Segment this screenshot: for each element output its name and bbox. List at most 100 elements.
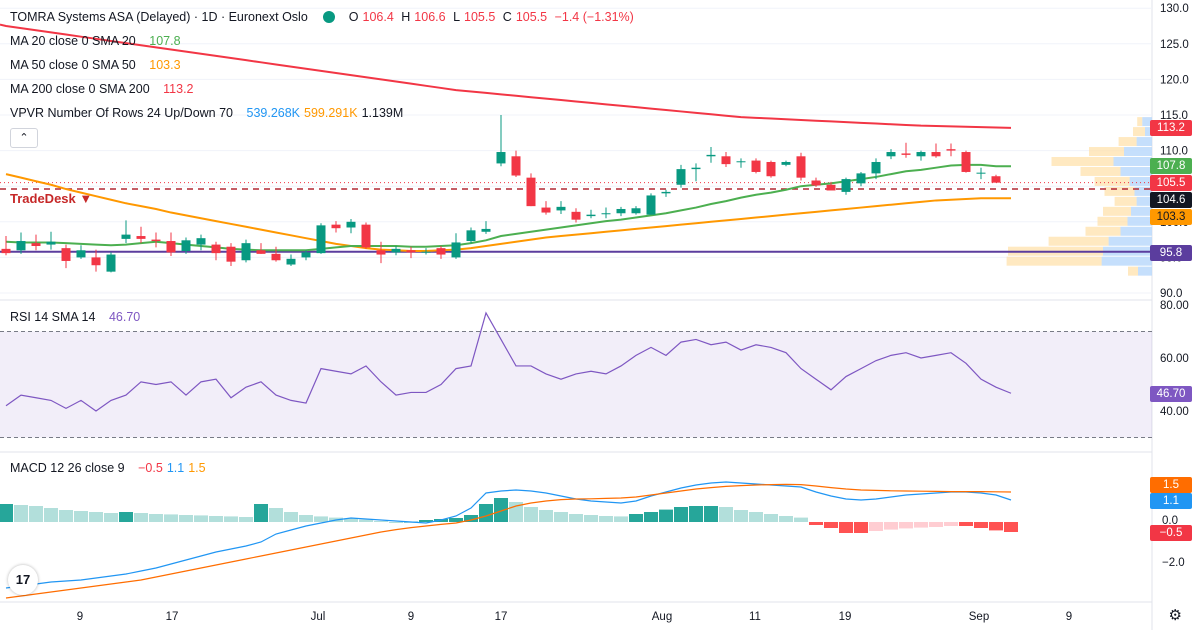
macd-hist-bar <box>944 522 958 526</box>
candle-body <box>646 195 656 215</box>
candle-body <box>136 236 146 239</box>
macd-hist-bar <box>599 516 613 522</box>
macd-legend[interactable]: MACD 12 26 close 9 −0.5 1.1 1.5 <box>10 461 210 475</box>
macd-hist-bar <box>464 515 478 522</box>
macd-hist-bar <box>299 515 313 522</box>
price-axis-label: 90.0 <box>1160 288 1182 300</box>
macd-hist-bar <box>149 514 163 522</box>
macd-hist-bar <box>869 522 883 531</box>
candle-body <box>166 241 176 253</box>
candle-body <box>256 250 266 254</box>
tradedesk-label[interactable]: TradeDesk ▼ <box>10 191 92 206</box>
price-axis-label: 120.0 <box>1160 74 1189 86</box>
candle-body <box>496 152 506 164</box>
time-axis-label: 9 <box>1066 611 1072 623</box>
macd-hist-bar <box>284 512 298 522</box>
vpvr-down-bar <box>1103 206 1131 216</box>
vpvr-down-bar <box>1051 156 1114 166</box>
ma50-price-tag: 103.3 <box>1150 209 1192 225</box>
macd-hist-bar <box>539 510 553 522</box>
price-axis-label: 115.0 <box>1160 110 1188 122</box>
candle-body <box>601 213 611 215</box>
ma200-label: MA 200 close 0 SMA 200 <box>10 82 150 96</box>
ohlc-open: 106.4 <box>362 10 394 24</box>
ma50-line <box>5 173 1011 252</box>
macd-hist-bar <box>494 498 508 522</box>
macd-hist-bar <box>374 521 388 522</box>
last-price-tag: 105.5 <box>1150 175 1192 191</box>
candle-body <box>826 184 836 191</box>
macd-hist-bar <box>824 522 838 528</box>
macd-hist-bar <box>644 512 658 522</box>
rsi-value: 46.70 <box>108 310 141 324</box>
vpvr-up-bar <box>1142 117 1152 127</box>
vpvr-down-bar <box>1085 226 1121 236</box>
ma20-legend[interactable]: MA 20 close 0 SMA 20 107.8 <box>10 34 185 48</box>
ma200-legend[interactable]: MA 200 close 0 SMA 200 113.2 <box>10 82 198 96</box>
macd-hist-value: −0.5 <box>138 461 163 475</box>
time-axis-label: 19 <box>839 611 852 623</box>
candle-body <box>181 240 191 251</box>
candle-body <box>721 156 731 165</box>
symbol-title[interactable]: TOMRA Systems ASA (Delayed) · 1D · Euron… <box>10 10 308 24</box>
macd-line <box>5 481 1012 589</box>
vpvr-up-bar <box>1108 236 1152 246</box>
ohlc-l-label: L <box>453 10 461 24</box>
rsi-legend[interactable]: RSI 14 SMA 14 46.70 <box>10 310 144 324</box>
macd-hist-bar <box>704 506 718 522</box>
macd-zero-label: 0.0 <box>1162 515 1178 527</box>
price-axis-label: 125.0 <box>1160 39 1189 51</box>
ma200-line <box>0 23 1012 129</box>
candle-body <box>961 152 971 172</box>
vpvr-up-bar <box>1134 186 1152 196</box>
candle-body <box>211 244 221 254</box>
macd-hist-bar <box>974 522 988 528</box>
candle-body <box>436 248 446 255</box>
macd-hist-bar <box>269 508 283 522</box>
time-axis-label: Jul <box>311 611 326 623</box>
candle-body <box>331 224 341 229</box>
vpvr-down-bar <box>1133 127 1145 137</box>
macd-hist-bar <box>44 508 58 522</box>
candle-body <box>901 153 911 155</box>
macd-hist-bar <box>1004 522 1018 532</box>
macd-hist-bar <box>389 522 403 523</box>
macd-hist-bar <box>659 509 673 522</box>
ma20-price-tag: 107.8 <box>1150 158 1192 174</box>
dashed-level-tag: 104.6 <box>1150 192 1192 208</box>
ohlc-o-label: O <box>348 10 359 24</box>
candle-body <box>796 156 806 178</box>
macd-hist-bar <box>914 522 928 528</box>
candle-body <box>406 250 416 253</box>
tradingview-logo[interactable]: 17 <box>8 565 38 595</box>
ma50-legend[interactable]: MA 50 close 0 SMA 50 103.3 <box>10 58 185 72</box>
candle-body <box>631 208 641 214</box>
candle-body <box>871 161 881 174</box>
vpvr-down-bar <box>1128 266 1138 276</box>
vpvr-up-bar <box>1145 127 1152 137</box>
vpvr-up-bar <box>1127 216 1152 226</box>
vpvr-legend[interactable]: VPVR Number Of Rows 24 Up/Down 70 539.26… <box>10 106 407 120</box>
candle-body <box>766 161 776 177</box>
rsi-line <box>5 311 1012 412</box>
ohlc-high: 106.6 <box>414 10 446 24</box>
rsi-band <box>0 331 1152 438</box>
macd-hist-bar <box>779 516 793 522</box>
candle-body <box>841 179 851 192</box>
macd-hist-bar <box>554 512 568 522</box>
collapse-legend-button[interactable]: ⌃ <box>10 128 38 148</box>
ohlc-change: −1.4 (−1.31%) <box>554 10 634 24</box>
macd-hist-bar <box>614 516 628 522</box>
vpvr-down-bar <box>1006 256 1102 266</box>
macd-hist-bar <box>224 516 238 522</box>
time-axis-label: 9 <box>408 611 414 623</box>
macd-hist-bar <box>89 512 103 522</box>
macd-hist-bar <box>164 514 178 522</box>
time-axis-label: Sep <box>969 611 989 623</box>
macd-label: MACD 12 26 close 9 <box>10 461 125 475</box>
macd-hist-bar <box>449 518 463 522</box>
macd-hist-tag: −0.5 <box>1150 525 1192 541</box>
vpvr-up-bar <box>1138 266 1152 276</box>
gear-icon[interactable]: ⚙ <box>1168 607 1182 624</box>
